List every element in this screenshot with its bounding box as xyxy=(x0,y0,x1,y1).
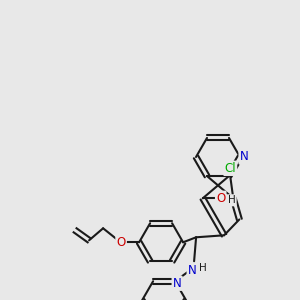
Text: H: H xyxy=(199,263,207,273)
Text: H: H xyxy=(228,195,236,205)
Text: O: O xyxy=(216,192,225,205)
Text: N: N xyxy=(240,151,248,164)
Text: Cl: Cl xyxy=(224,162,236,175)
Text: N: N xyxy=(173,277,182,290)
Text: O: O xyxy=(116,236,126,249)
Text: N: N xyxy=(188,264,197,277)
